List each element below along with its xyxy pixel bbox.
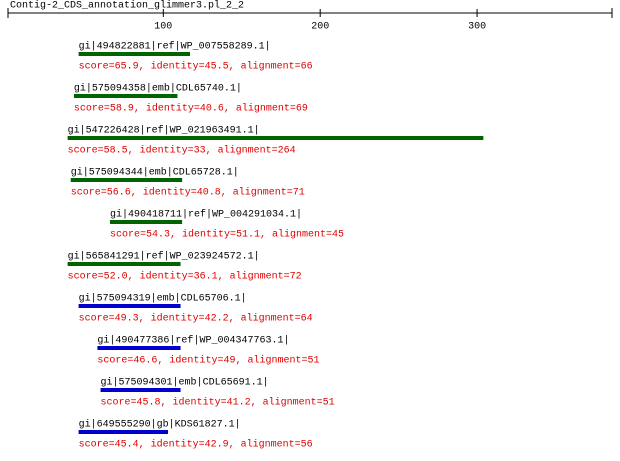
hit-name: gi|575094344|emb|CDL65728.1| [71,167,239,179]
hit-bar [67,136,484,140]
hit-annotation: score=65.9, identity=45.5, alignment=66 [79,61,313,73]
hit-annotation: score=46.6, identity=49, alignment=51 [97,355,319,367]
hit-bar [100,388,181,392]
hit-bar [78,304,181,308]
hit-annotation: score=45.4, identity=42.9, alignment=56 [79,439,313,451]
hit-name: gi|575094358|emb|CDL65740.1| [74,83,242,95]
hit-annotation: score=56.6, identity=40.8, alignment=71 [71,187,305,199]
hit-bar [78,52,190,56]
x-tick-label: 100 [154,22,172,33]
hit-annotation: score=58.5, identity=33, alignment=264 [68,145,296,157]
chart-title: Contig-2_CDS_annotation_glimmer3.pl_2_2 [10,0,244,12]
hit-bar [78,430,169,434]
hit-bar [109,220,183,224]
hit-annotation: score=54.3, identity=51.1, alignment=45 [110,229,344,241]
hit-annotation: score=52.0, identity=36.1, alignment=72 [68,271,302,283]
hit-annotation: score=45.8, identity=41.2, alignment=51 [101,397,335,409]
hit-name: gi|490418711|ref|WP_004291034.1| [110,209,302,221]
hit-name: gi|649555290|gb|KDS61827.1| [79,419,241,431]
hit-bar [73,94,178,98]
hit-bar [97,346,181,350]
hit-name: gi|490477386|ref|WP_004347763.1| [97,335,289,347]
hit-name: gi|575094301|emb|CDL65691.1| [101,377,269,389]
hit-annotation: score=49.3, identity=42.2, alignment=64 [79,313,313,325]
hit-bar [67,262,181,266]
x-tick-label: 200 [311,22,329,33]
hit-name: gi|565841291|ref|WP_023924572.1| [68,251,260,263]
hit-annotation: score=58.9, identity=40.6, alignment=69 [74,103,308,115]
x-tick-label: 300 [468,22,486,33]
hit-bar [70,178,183,182]
hit-name: gi|494822881|ref|WP_007558289.1| [79,41,271,53]
hit-name: gi|575094319|emb|CDL65706.1| [79,293,247,305]
hit-name: gi|547226428|ref|WP_021963491.1| [68,125,260,137]
